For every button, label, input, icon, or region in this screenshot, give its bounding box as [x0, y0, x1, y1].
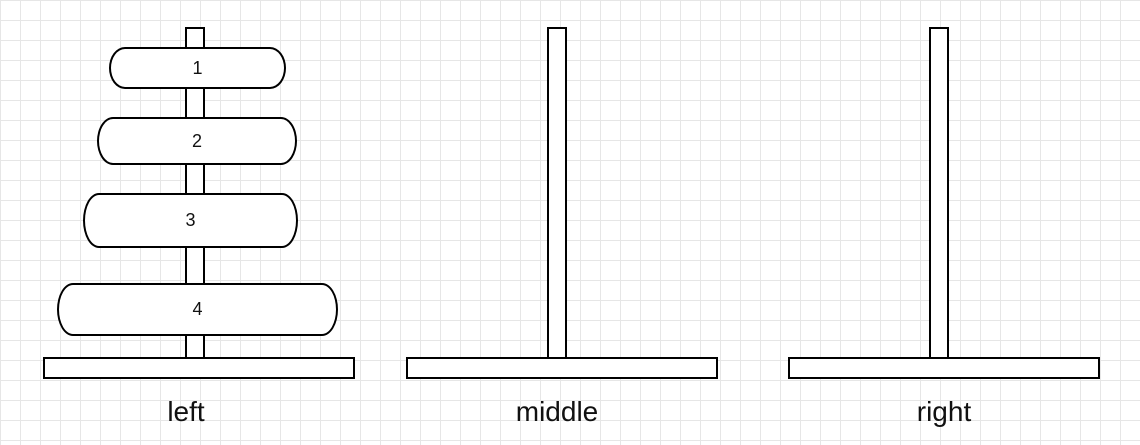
peg-label-middle: middle [515, 396, 599, 427]
disk-1: 1 [109, 47, 286, 89]
middle-rod [547, 27, 567, 360]
disk-4: 4 [57, 283, 338, 336]
disk-2: 2 [97, 117, 297, 165]
peg-label-right: right [916, 396, 972, 427]
disk-3: 3 [83, 193, 298, 248]
right-base [788, 357, 1100, 379]
middle-base [406, 357, 718, 379]
right-rod [929, 27, 949, 360]
left-base [43, 357, 355, 379]
peg-label-left: left [167, 396, 205, 427]
